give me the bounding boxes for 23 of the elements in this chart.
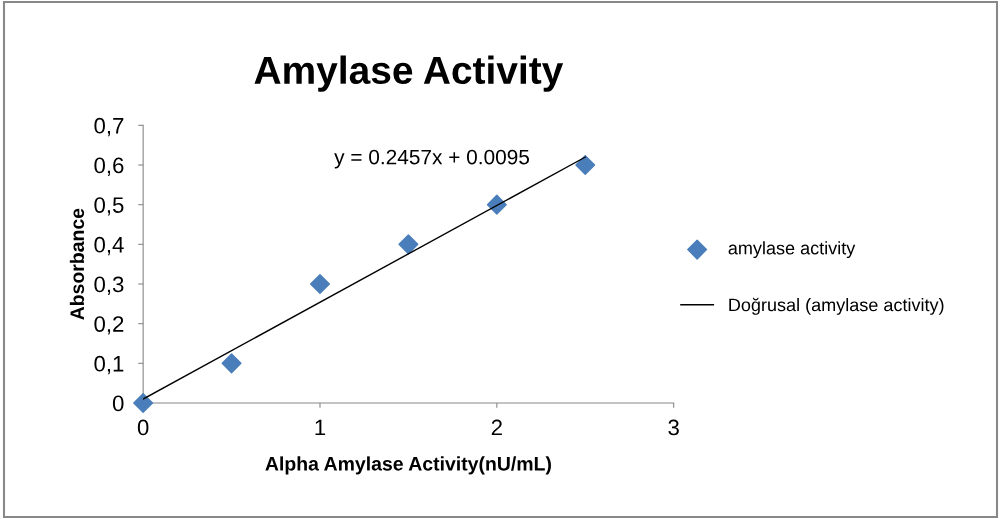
y-tick-label: 0,3 <box>94 276 124 295</box>
y-tick-label: 0,2 <box>94 316 124 335</box>
point <box>309 273 330 295</box>
y-tick-label: 0,7 <box>94 117 124 137</box>
x-tick-label: 1 <box>315 419 326 436</box>
point <box>221 353 242 374</box>
y-axis-title: Absorbance <box>69 208 85 320</box>
y-tick-label: 0,5 <box>94 197 124 216</box>
y-tick-label: 0 <box>112 395 124 412</box>
point <box>575 154 596 176</box>
x-tick-label: 3 <box>668 419 679 436</box>
point <box>133 392 154 414</box>
annotation: y = 0.2457x + 0.0095 <box>334 149 530 169</box>
chart-title: Amylase Activity <box>254 55 564 92</box>
x-axis-title: Alpha Amylase Activity(nU/mL) <box>265 456 551 475</box>
point <box>398 234 419 255</box>
x-tick-label: 2 <box>491 419 502 436</box>
y-tick-label: 0,4 <box>94 236 124 256</box>
y-tick-label: 0,6 <box>94 157 124 176</box>
legend-label: Doğrusal (amylase activity) <box>729 297 944 315</box>
y-tick-label: 0,1 <box>94 355 124 375</box>
x-tick-label: 0 <box>137 419 149 436</box>
legend-label: amylase activity <box>728 241 856 259</box>
